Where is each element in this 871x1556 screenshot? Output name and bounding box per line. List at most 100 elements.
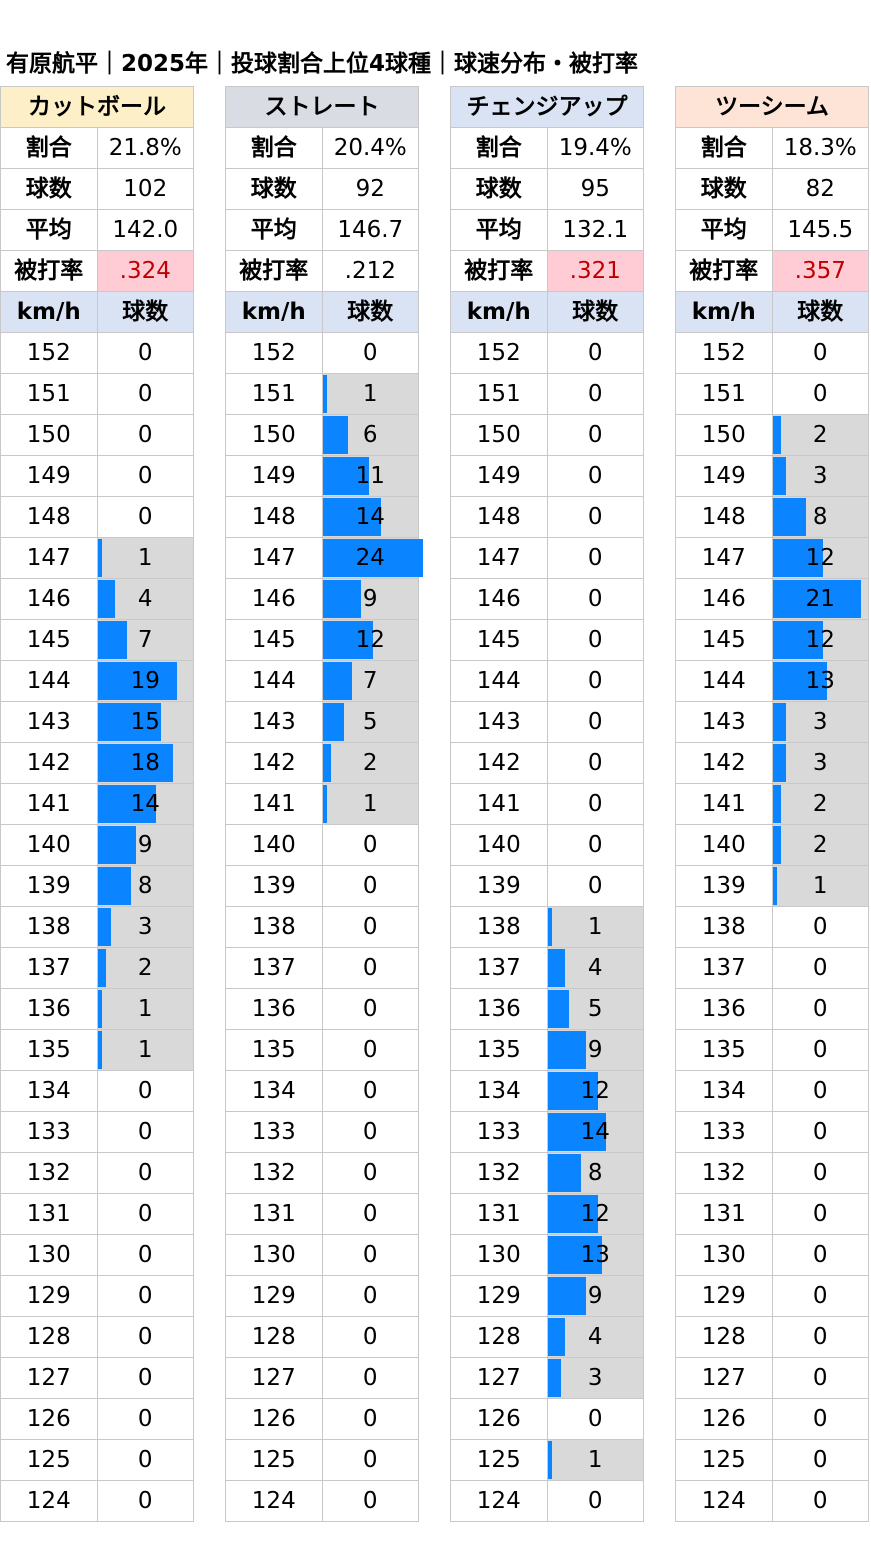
count-label: 13 xyxy=(580,1242,610,1268)
count-cell: 8 xyxy=(546,1152,644,1194)
speed-label: 127 xyxy=(0,1357,98,1399)
count-header: 球数 xyxy=(321,291,419,333)
count-cell: 0 xyxy=(546,1398,644,1440)
count-cell: 8 xyxy=(771,496,869,538)
speed-label: 135 xyxy=(450,1029,548,1071)
count-label: 2 xyxy=(362,750,378,776)
count-label: 12 xyxy=(805,545,835,571)
count-label: 0 xyxy=(587,832,603,858)
speed-label: 147 xyxy=(0,537,98,579)
count-cell: 1 xyxy=(96,988,194,1030)
count-label: 12 xyxy=(805,627,835,653)
count-cell: 12 xyxy=(771,537,869,579)
ratio-value: 18.3% xyxy=(771,127,869,169)
count-label: 0 xyxy=(362,1242,378,1268)
count-cell: 0 xyxy=(771,947,869,989)
count-label: 0 xyxy=(812,381,828,407)
count-cell: 9 xyxy=(546,1029,644,1071)
count-cell: 7 xyxy=(96,619,194,661)
speed-label: 129 xyxy=(450,1275,548,1317)
count-cell: 0 xyxy=(771,1275,869,1317)
count-label: 0 xyxy=(362,1201,378,1227)
count-label: 4 xyxy=(587,955,603,981)
count-cell: 1 xyxy=(321,783,419,825)
count-bar xyxy=(547,908,552,946)
count-bar xyxy=(97,744,173,782)
count-bar xyxy=(97,662,177,700)
count-bar xyxy=(772,703,786,741)
speed-label: 148 xyxy=(225,496,323,538)
speed-label: 150 xyxy=(675,414,773,456)
speed-label: 137 xyxy=(0,947,98,989)
count-cell: 2 xyxy=(321,742,419,784)
speed-label: 151 xyxy=(450,373,548,415)
count-cell: 13 xyxy=(771,660,869,702)
avg-against-label: 被打率 xyxy=(675,250,773,292)
speed-label: 134 xyxy=(450,1070,548,1112)
count-cell: 3 xyxy=(96,906,194,948)
count-label: 0 xyxy=(362,914,378,940)
count-cell: 0 xyxy=(321,1193,419,1235)
speed-label: 133 xyxy=(225,1111,323,1153)
count-label: 0 xyxy=(587,422,603,448)
count-label: 6 xyxy=(362,422,378,448)
count-cell: 0 xyxy=(96,455,194,497)
count-cell: 0 xyxy=(321,1111,419,1153)
speed-label: 135 xyxy=(675,1029,773,1071)
pitch-block: ツーシーム 割合 18.3% 球数 82 平均 145.5 被打率 .357 km/h 球数 152 0… xyxy=(675,86,869,1522)
count-label: 14 xyxy=(355,504,385,530)
count-bar xyxy=(547,1031,586,1069)
count-cell: 2 xyxy=(771,783,869,825)
count-cell: 6 xyxy=(321,414,419,456)
count-bar xyxy=(322,580,361,618)
pitch-table: チェンジアップ 割合 19.4% 球数 95 平均 132.1 被打率 .321 km/h 球数 15… xyxy=(450,86,644,1522)
count-cell: 0 xyxy=(546,332,644,374)
pitch-name: チェンジアップ xyxy=(450,86,644,128)
count-bar xyxy=(772,662,827,700)
count-cell: 1 xyxy=(546,1439,644,1481)
average-label: 平均 xyxy=(225,209,323,251)
speed-label: 149 xyxy=(675,455,773,497)
count-label: 3 xyxy=(812,709,828,735)
count-label: 0 xyxy=(362,1037,378,1063)
count-label: 0 xyxy=(812,955,828,981)
count-cell: 0 xyxy=(321,947,419,989)
count-bar xyxy=(97,908,111,946)
speed-label: 133 xyxy=(0,1111,98,1153)
count-label: 0 xyxy=(362,1160,378,1186)
speed-label: 130 xyxy=(225,1234,323,1276)
count-bar xyxy=(97,867,131,905)
count-label: 0 xyxy=(812,1406,828,1432)
speed-label: 143 xyxy=(225,701,323,743)
count-label: 1 xyxy=(137,545,153,571)
count-cell: 0 xyxy=(771,1357,869,1399)
speed-label: 125 xyxy=(225,1439,323,1481)
count-cell: 1 xyxy=(96,537,194,579)
speed-label: 145 xyxy=(225,619,323,661)
count-label: 1 xyxy=(587,1447,603,1473)
count-label: 0 xyxy=(812,1201,828,1227)
count-label: 0 xyxy=(137,463,153,489)
count-cell: 11 xyxy=(321,455,419,497)
speed-label: 150 xyxy=(225,414,323,456)
count-cell: 15 xyxy=(96,701,194,743)
count-bar xyxy=(772,744,786,782)
count-cell: 0 xyxy=(546,742,644,784)
count-label: 9 xyxy=(587,1037,603,1063)
count-label: 0 xyxy=(362,340,378,366)
avg-against-value: .321 xyxy=(546,250,644,292)
speed-label: 141 xyxy=(225,783,323,825)
speed-label: 124 xyxy=(450,1480,548,1522)
speed-label: 141 xyxy=(0,783,98,825)
speed-label: 134 xyxy=(675,1070,773,1112)
count-cell: 9 xyxy=(96,824,194,866)
count-cell: 3 xyxy=(771,742,869,784)
count-label: 0 xyxy=(587,627,603,653)
count-bar xyxy=(772,867,777,905)
count-label: 0 xyxy=(587,340,603,366)
count-label: 0 xyxy=(812,340,828,366)
count-cell: 0 xyxy=(96,373,194,415)
count-value: 82 xyxy=(771,168,869,210)
speed-label: 133 xyxy=(675,1111,773,1153)
speed-label: 137 xyxy=(450,947,548,989)
